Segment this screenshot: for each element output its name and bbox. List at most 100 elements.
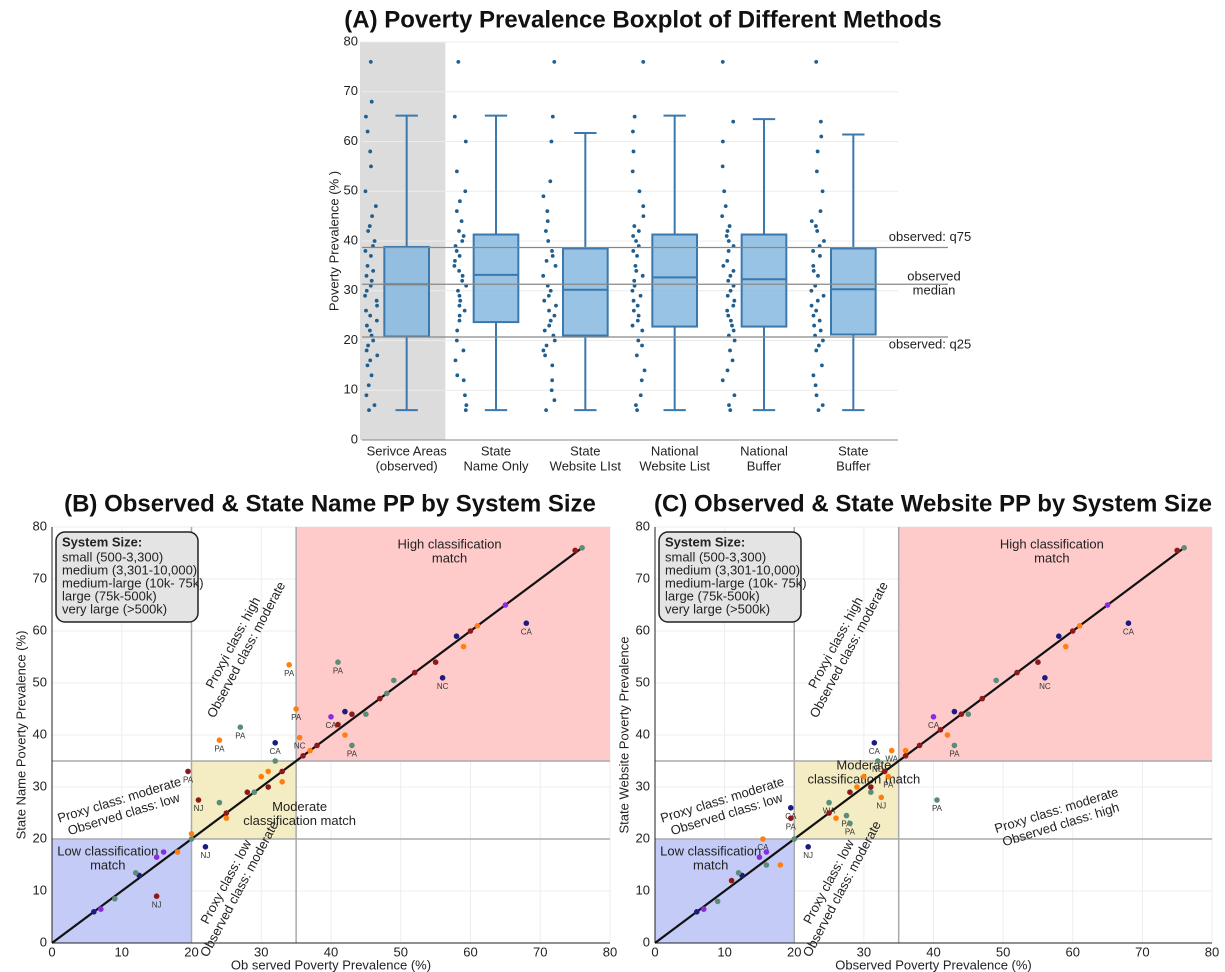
data-point — [541, 348, 546, 353]
x-tick-label: 0 — [651, 944, 658, 959]
data-point — [731, 268, 736, 273]
data-point — [454, 249, 459, 253]
point-label: PA — [932, 804, 943, 813]
data-point — [815, 298, 820, 303]
data-point — [720, 60, 725, 64]
data-point — [642, 368, 647, 373]
legend-box — [658, 531, 802, 623]
data-point — [847, 820, 853, 827]
data-point — [732, 298, 737, 303]
data-point — [728, 877, 735, 884]
data-point — [635, 408, 640, 413]
data-point — [367, 328, 372, 333]
data-point — [809, 219, 814, 224]
point-label: NJ — [152, 900, 162, 909]
data-point — [727, 224, 732, 228]
data-point — [265, 784, 272, 790]
data-point — [550, 378, 555, 383]
data-point — [731, 119, 736, 124]
data-point — [760, 836, 766, 842]
data-point — [871, 740, 878, 746]
data-point — [457, 254, 462, 258]
data-point — [635, 254, 639, 258]
y-tick-label: 30 — [344, 282, 358, 297]
region-label: match — [90, 857, 125, 872]
data-point — [818, 209, 823, 214]
x-tick-label: State — [570, 443, 600, 458]
data-point — [552, 398, 557, 403]
data-point — [457, 229, 461, 233]
data-point — [372, 403, 377, 408]
data-point — [463, 189, 468, 194]
x-tick-label: 60 — [463, 944, 477, 959]
data-point — [916, 742, 923, 749]
y-tick-label: 0 — [40, 934, 47, 949]
y-tick-label: 80 — [33, 518, 47, 533]
data-point — [365, 263, 370, 268]
data-point — [366, 229, 371, 233]
data-point — [364, 323, 369, 328]
data-point — [729, 318, 733, 323]
region-label: Low classification — [660, 843, 761, 858]
data-point — [993, 677, 999, 684]
reference-label: observed — [907, 269, 960, 284]
y-tick-label: 50 — [344, 183, 358, 198]
data-point — [195, 797, 202, 803]
data-point — [370, 214, 374, 219]
data-point — [460, 643, 467, 650]
data-point — [811, 263, 816, 268]
data-point — [464, 403, 469, 408]
data-point — [456, 60, 461, 64]
data-point — [735, 870, 742, 876]
point-label: CA — [270, 747, 282, 756]
legend-entry: very large (>500k) — [62, 601, 167, 616]
data-point — [817, 254, 822, 258]
data-point — [902, 753, 909, 759]
legend-entry: medium-large (10k- 75k) — [62, 575, 204, 590]
data-point — [633, 263, 638, 268]
data-point — [552, 60, 557, 64]
data-point — [153, 854, 160, 860]
point-label: PA — [347, 750, 358, 759]
data-point — [826, 799, 832, 806]
x-tick-label: 10 — [717, 944, 731, 959]
data-point — [457, 199, 462, 204]
point-label: PA — [883, 781, 894, 790]
x-tick-label: 40 — [324, 944, 338, 959]
x-tick-label: 20 — [787, 944, 801, 959]
data-point — [1014, 669, 1020, 676]
data-point — [843, 812, 850, 819]
data-point — [809, 288, 814, 293]
data-point — [374, 318, 379, 323]
x-tick-label: 70 — [1135, 944, 1149, 959]
data-point — [725, 259, 730, 263]
data-point — [888, 747, 895, 754]
data-point — [638, 393, 643, 398]
data-point — [454, 209, 459, 214]
data-point — [579, 545, 585, 551]
data-point — [328, 714, 334, 720]
data-point — [725, 229, 730, 233]
y-tick-label: 0 — [351, 431, 358, 446]
data-point — [454, 169, 459, 174]
data-point — [185, 768, 191, 775]
data-point — [630, 323, 635, 328]
data-point — [726, 249, 731, 253]
data-point — [1035, 659, 1041, 665]
y-tick-label: 70 — [344, 83, 358, 98]
data-point — [366, 383, 371, 388]
data-point — [847, 789, 853, 795]
data-point — [373, 204, 378, 209]
data-point — [544, 408, 548, 413]
data-point — [630, 288, 635, 293]
data-point — [366, 343, 370, 348]
y-tick-label: 20 — [33, 830, 47, 845]
region-label: classification match — [243, 813, 356, 828]
data-point — [216, 799, 223, 806]
data-point — [455, 328, 460, 333]
x-axis-label: Ob served Poverty Prevalence (%) — [231, 957, 431, 972]
data-point — [364, 348, 369, 353]
data-point — [457, 313, 462, 318]
data-point — [816, 408, 821, 413]
